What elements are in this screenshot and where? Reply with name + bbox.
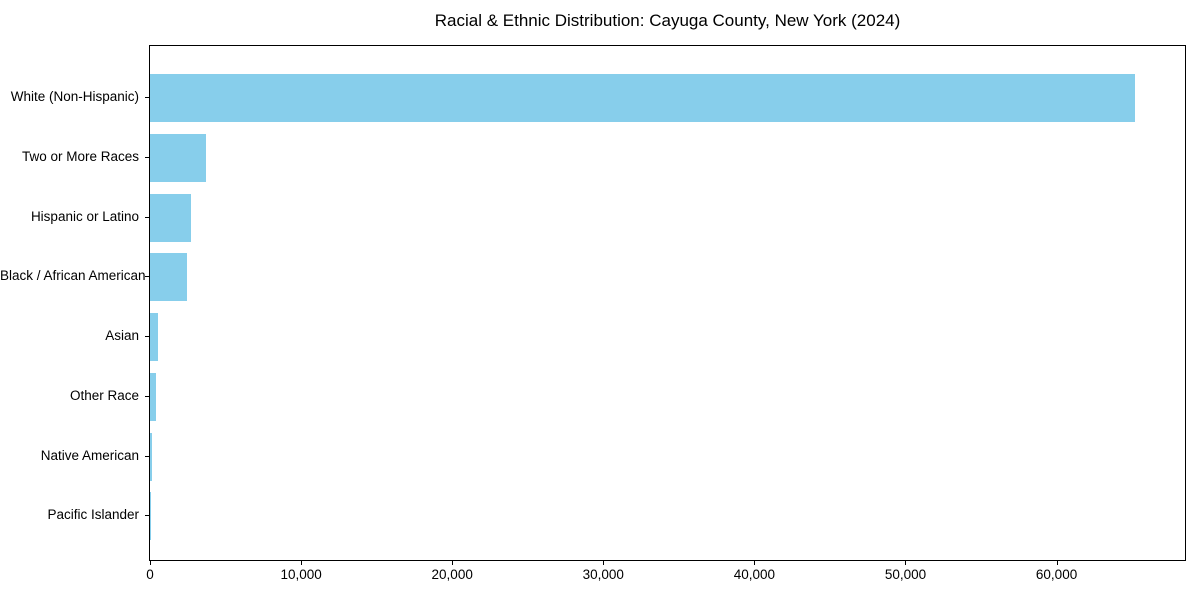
x-axis-tick [603,561,605,565]
x-axis-tick [754,561,756,565]
bar [150,134,206,182]
x-tick-label: 60,000 [1035,567,1078,582]
x-tick-label: 20,000 [431,567,473,582]
x-tick-label: 30,000 [582,567,624,582]
bar [150,372,156,421]
plot-area [149,45,1186,561]
category-label: Black / African American [0,268,146,284]
bar [150,74,1136,123]
y-axis-tick [145,336,149,338]
category-label: White (Non-Hispanic) [10,89,139,105]
y-axis-tick [145,157,149,158]
category-label: Other Race [69,387,139,403]
category-label: Native American [40,447,139,463]
bar [150,432,152,481]
x-tick-label: 0 [146,567,154,582]
x-axis-tick [452,561,454,565]
y-axis-tick [145,515,149,517]
category-label: Hispanic or Latino [30,208,139,224]
y-axis-tick [145,455,149,457]
x-tick-label: 40,000 [733,567,776,582]
category-label: Asian [105,328,139,344]
x-tick-label: 50,000 [884,567,927,582]
bar [150,193,191,242]
y-axis-tick [145,276,149,278]
chart-title: Racial & Ethnic Distribution: Cayuga Cou… [434,11,901,30]
x-axis-tick [1056,561,1058,565]
y-axis-tick [145,216,149,218]
x-tick-label: 10,000 [280,567,322,582]
x-axis-tick [905,561,907,565]
category-label: Pacific Islander [47,507,139,523]
x-axis-tick [150,561,151,565]
y-axis-tick [145,395,149,397]
x-axis-tick [301,561,303,565]
bar [150,313,158,362]
category-label: Two or More Races [21,149,139,164]
y-axis-tick [145,97,149,99]
bar [150,253,188,302]
